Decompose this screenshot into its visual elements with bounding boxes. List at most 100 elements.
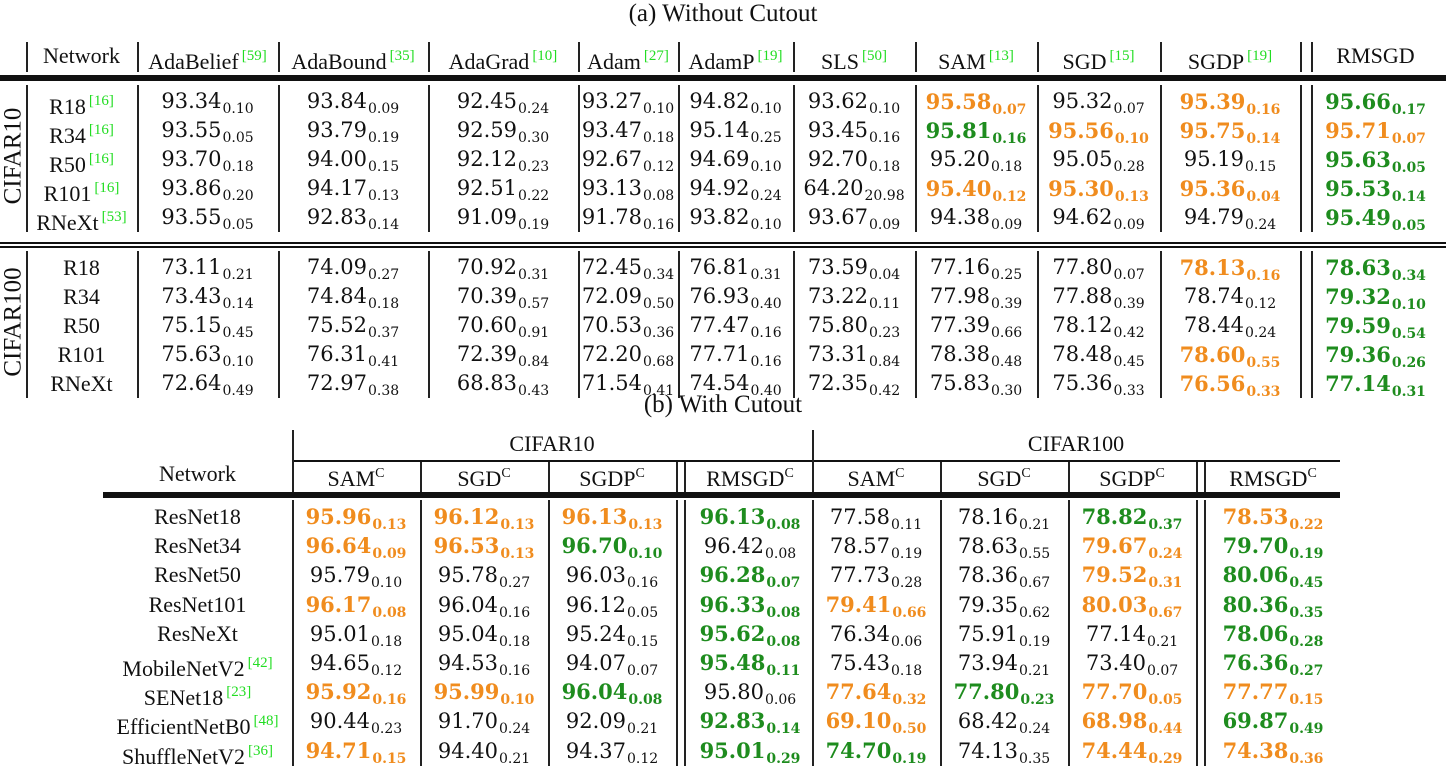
table-cell: 78.360.67 bbox=[940, 561, 1068, 591]
cell-value: 96.13 bbox=[699, 504, 766, 529]
table-cell: 69.870.49 bbox=[1208, 707, 1338, 737]
table-cell: 75.150.45 bbox=[137, 311, 278, 341]
network-name: R50 [16] bbox=[26, 145, 137, 177]
network-name: SENet18 [23] bbox=[103, 678, 292, 710]
cell-std: 0.42 bbox=[868, 383, 901, 399]
table-cell: 78.740.12 bbox=[1160, 282, 1300, 312]
cell-std: 0.34 bbox=[1391, 268, 1426, 284]
cell-std: 0.08 bbox=[766, 633, 801, 650]
citation-link: [15] bbox=[1109, 48, 1135, 64]
table-cell: 78.630.55 bbox=[940, 532, 1068, 562]
network-label: ResNet34 bbox=[154, 533, 241, 559]
cell-std: 0.16 bbox=[498, 604, 531, 621]
cell-std: 20.98 bbox=[864, 188, 905, 204]
cell-std: 0.12 bbox=[642, 159, 675, 175]
cell-std: 0.22 bbox=[517, 188, 550, 204]
cell-std: 0.18 bbox=[367, 296, 400, 312]
cell-std: 0.67 bbox=[1148, 604, 1183, 621]
table-cell: 96.280.07 bbox=[688, 561, 812, 591]
cell-value: 92.67 bbox=[581, 147, 642, 171]
cell-value: 75.43 bbox=[829, 651, 890, 675]
group-divider bbox=[0, 242, 1446, 244]
cell-std: 0.44 bbox=[1148, 721, 1183, 738]
cell-value: 80.03 bbox=[1081, 591, 1148, 617]
column-divider bbox=[793, 42, 795, 72]
header-rule bbox=[0, 75, 1446, 81]
table-cell: 96.170.08 bbox=[292, 591, 420, 621]
cell-value: 92.51 bbox=[456, 176, 517, 200]
cell-std: 0.07 bbox=[1391, 131, 1426, 147]
cell-std: 0.18 bbox=[990, 159, 1023, 175]
column-header-adabound: AdaBound [35] bbox=[278, 38, 428, 74]
column-divider bbox=[26, 85, 28, 232]
table-cell: 68.980.44 bbox=[1068, 707, 1196, 738]
cell-std: 0.62 bbox=[1018, 604, 1051, 621]
table-cell: 74.090.27 bbox=[278, 253, 428, 283]
cell-std: 0.21 bbox=[1018, 517, 1051, 533]
network-label: MobileNetV2 bbox=[122, 656, 245, 681]
cell-std: 0.55 bbox=[1246, 355, 1281, 371]
table-cell: 92.830.14 bbox=[688, 707, 812, 737]
table-cell: 95.480.11 bbox=[688, 649, 812, 679]
cell-std: 0.07 bbox=[1113, 101, 1145, 117]
table-cell: 77.470.16 bbox=[678, 311, 793, 341]
cell-std: 0.19 bbox=[367, 130, 400, 146]
cell-value: 78.57 bbox=[829, 534, 890, 559]
table-cell: 90.440.23 bbox=[292, 707, 420, 737]
cell-value: 94.17 bbox=[306, 176, 367, 200]
cell-value: 95.71 bbox=[1325, 118, 1391, 143]
table-cell: 93.550.05 bbox=[137, 203, 278, 233]
cell-value: 77.80 bbox=[1052, 255, 1113, 279]
table-cell: 95.360.04 bbox=[1160, 174, 1300, 205]
cell-std: 0.05 bbox=[222, 217, 254, 233]
column-divider bbox=[428, 42, 430, 72]
cell-std: 0.31 bbox=[1391, 384, 1426, 400]
cell-value: 94.65 bbox=[309, 651, 370, 675]
cell-value: 76.36 bbox=[1222, 650, 1289, 675]
network-name: ResNet34 bbox=[103, 532, 292, 560]
cell-value: 90.44 bbox=[309, 709, 370, 734]
table-cell: 95.010.29 bbox=[688, 737, 812, 767]
column-label: SAM bbox=[327, 466, 376, 491]
network-name: R34 [16] bbox=[26, 116, 137, 148]
column-label: Adam bbox=[587, 49, 641, 74]
table-cell: 77.730.28 bbox=[812, 561, 940, 591]
cell-std: 0.23 bbox=[868, 325, 901, 341]
cell-std: 0.12 bbox=[992, 189, 1027, 205]
cell-std: 0.16 bbox=[992, 131, 1027, 147]
table-cell: 94.380.09 bbox=[915, 203, 1037, 233]
cell-value: 95.01 bbox=[699, 737, 766, 763]
column-divider bbox=[1311, 251, 1313, 398]
cell-value: 79.70 bbox=[1222, 533, 1289, 559]
column-label: SGD bbox=[1062, 49, 1107, 74]
cell-value: 79.35 bbox=[957, 592, 1018, 617]
table-cell: 76.310.41 bbox=[278, 340, 428, 370]
table-cell: 80.360.35 bbox=[1208, 591, 1338, 621]
table-cell: 95.390.16 bbox=[1160, 87, 1300, 118]
cell-std: 0.10 bbox=[868, 101, 901, 117]
cell-value: 95.96 bbox=[305, 504, 372, 529]
cell-std: 0.06 bbox=[764, 692, 797, 709]
table-cell: 93.820.10 bbox=[678, 203, 793, 233]
column-divider bbox=[1204, 462, 1206, 492]
network-name: ResNeXt bbox=[103, 620, 292, 648]
column-label: SAM bbox=[938, 49, 986, 74]
table-cell: 77.390.66 bbox=[915, 311, 1037, 341]
cell-value: 76.31 bbox=[306, 342, 367, 366]
network-label: RNeXt bbox=[36, 210, 99, 235]
column-divider bbox=[793, 85, 795, 232]
table-cell: 95.190.15 bbox=[1160, 145, 1300, 175]
table-cell: 78.440.24 bbox=[1160, 311, 1300, 341]
cell-value: 79.36 bbox=[1325, 342, 1391, 367]
table-row: R18 [16] 93.340.10 93.840.09 92.450.24 93.270… bbox=[0, 87, 1446, 119]
cell-value: 74.38 bbox=[1222, 737, 1289, 763]
table-cell: 95.530.14 bbox=[1311, 174, 1440, 205]
network-name: R50 bbox=[26, 311, 137, 340]
cell-std: 0.09 bbox=[868, 217, 901, 233]
cell-std: 0.12 bbox=[1244, 296, 1277, 312]
cell-value: 72.39 bbox=[456, 342, 517, 366]
cell-value: 79.32 bbox=[1325, 284, 1391, 309]
cell-value: 93.84 bbox=[306, 89, 367, 113]
cell-value: 93.70 bbox=[161, 147, 222, 171]
network-label: ShuffleNetV2 bbox=[121, 743, 246, 769]
